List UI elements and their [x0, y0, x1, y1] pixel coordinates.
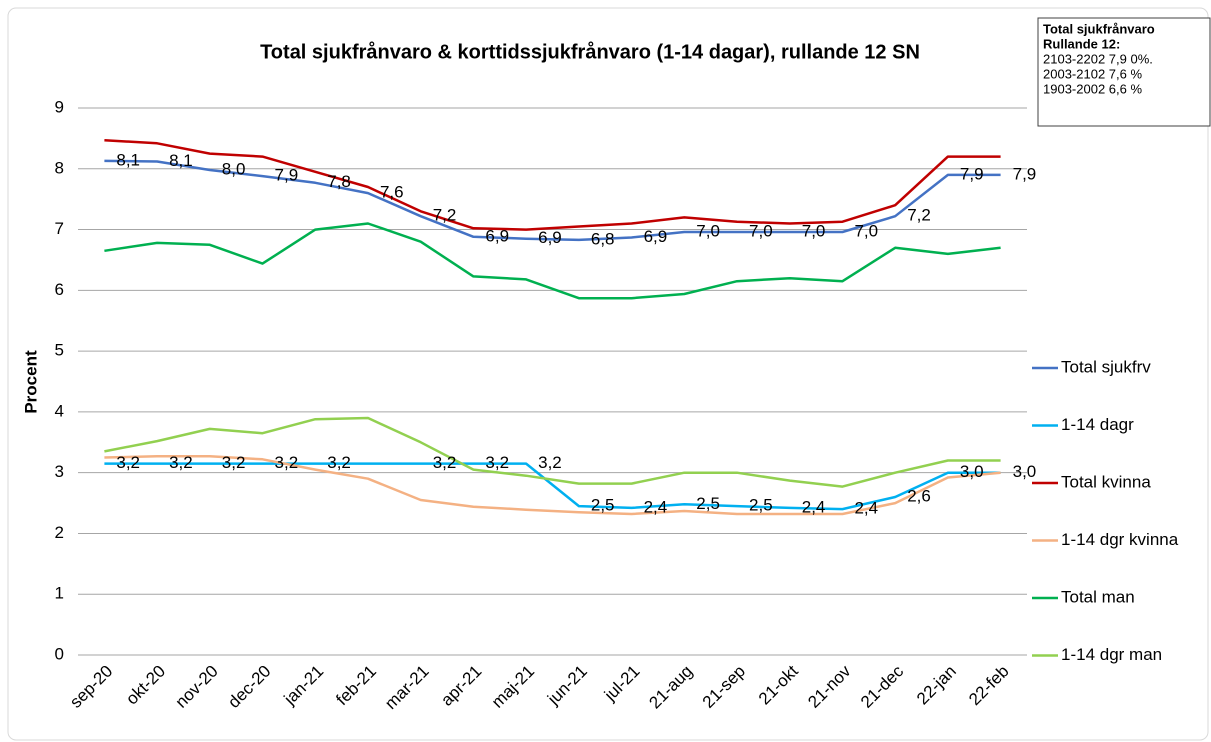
data-label: 3,2: [275, 453, 299, 472]
data-label: 8,0: [222, 159, 246, 178]
data-label: 7,9: [1013, 164, 1037, 183]
data-label: 6,8: [591, 229, 615, 248]
series-line: [104, 455, 1001, 516]
data-label: 7,6: [380, 183, 404, 202]
data-label: 7,0: [854, 221, 878, 240]
data-label: 3,0: [1013, 462, 1037, 481]
y-tick-label: 6: [55, 280, 64, 299]
data-label: 3,2: [169, 453, 193, 472]
annotation-line: 2103-2202 7,9 0%.: [1043, 51, 1153, 66]
data-label: 6,9: [485, 226, 509, 245]
annotation-heading: Rullande 12:: [1043, 36, 1120, 51]
data-label: 6,9: [644, 227, 668, 246]
data-label: 6,9: [538, 228, 562, 247]
y-tick-label: 8: [55, 158, 64, 177]
annotation-box: [1037, 17, 1211, 127]
legend-label: Total kvinna: [1061, 472, 1151, 491]
data-label: 2,4: [854, 499, 878, 518]
data-label: 8,1: [116, 150, 140, 169]
series-line: [104, 138, 1001, 231]
y-tick-label: 9: [55, 97, 64, 116]
data-label: 7,2: [907, 206, 931, 225]
data-label: 3,2: [327, 453, 351, 472]
legend-label: 1-14 dgr kvinna: [1061, 530, 1179, 549]
y-tick-label: 0: [55, 644, 64, 663]
data-label: 2,4: [802, 497, 826, 516]
data-label: 3,0: [960, 462, 984, 481]
y-tick-label: 3: [55, 462, 64, 481]
legend-label: Total sjukfrv: [1061, 357, 1151, 376]
annotation-heading: Total sjukfrånvaro: [1043, 21, 1155, 36]
legend-label: 1-14 dagr: [1061, 415, 1134, 434]
annotation-line: 1903-2002 6,6 %: [1043, 81, 1142, 96]
data-label: 3,2: [485, 453, 509, 472]
data-label: 7,8: [327, 172, 351, 191]
annotation-line: 2003-2102 7,6 %: [1043, 66, 1142, 81]
legend-label: 1-14 dgr man: [1061, 645, 1162, 664]
data-label: 2,5: [749, 496, 773, 515]
y-tick-label: 2: [55, 523, 64, 542]
chart-title: Total sjukfrånvaro & korttidssjukfrånvar…: [260, 40, 920, 63]
y-tick-label: 5: [55, 341, 64, 360]
data-label: 2,5: [696, 494, 720, 513]
data-label: 3,2: [222, 453, 246, 472]
data-label: 3,2: [433, 453, 457, 472]
data-label: 3,2: [538, 453, 562, 472]
y-tick-label: 1: [55, 584, 64, 603]
data-label: 7,0: [802, 221, 826, 240]
data-label: 7,0: [749, 221, 773, 240]
chart-border: [7, 7, 1209, 741]
data-label: 7,9: [275, 166, 299, 185]
y-tick-label: 4: [55, 401, 64, 420]
data-label: 3,2: [116, 453, 140, 472]
series-line: [104, 416, 1001, 488]
data-label: 7,2: [433, 206, 457, 225]
data-label: 7,0: [696, 221, 720, 240]
series-line: [104, 222, 1001, 300]
legend-label: Total man: [1061, 587, 1135, 606]
series-line: [104, 462, 1001, 511]
data-label: 2,5: [591, 496, 615, 515]
data-label: 8,1: [169, 151, 193, 170]
y-axis-label: Procent: [21, 350, 40, 414]
series-line: [104, 159, 1001, 242]
data-label: 2,4: [644, 497, 668, 516]
data-label: 2,6: [907, 486, 931, 505]
y-tick-label: 7: [55, 219, 64, 238]
data-label: 7,9: [960, 164, 984, 183]
